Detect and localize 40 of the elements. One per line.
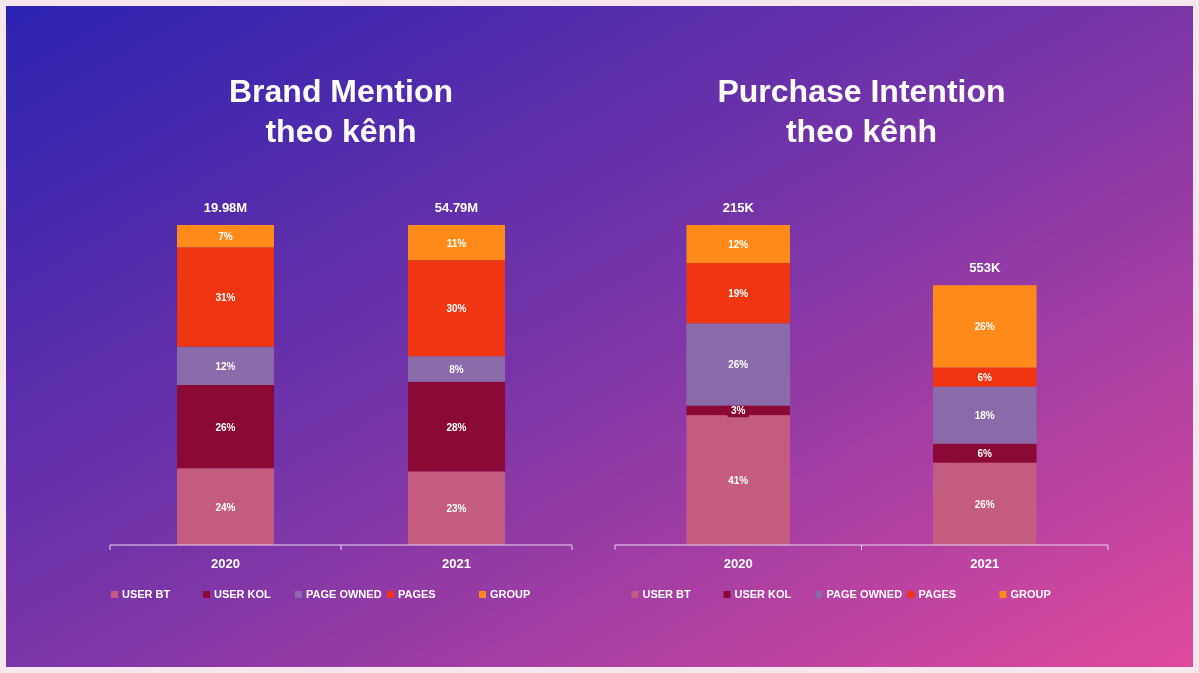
data-label: 12% [215, 360, 236, 372]
data-label: 12% [728, 239, 749, 251]
legend-label: GROUP [490, 588, 531, 600]
x-tick-label: 2021 [970, 556, 1000, 571]
annotation: 19.98M [203, 200, 248, 215]
data-label: 18% [974, 410, 995, 422]
x-tick-label: 2021 [442, 556, 471, 571]
x-tick-label: 2020 [723, 556, 753, 571]
data-label: 26% [974, 498, 995, 510]
data-label: 19% [728, 288, 749, 300]
data-label: 41% [728, 475, 749, 487]
chart-title: Brand Mention theo kênh [229, 73, 453, 149]
data-label: 31% [215, 292, 236, 303]
data-label: 23% [446, 503, 467, 515]
legend-label: PAGE OWNED [306, 588, 382, 600]
legend-label: PAGES [918, 588, 957, 600]
legend-label: USER KOL [214, 588, 272, 600]
legend-label: USER BT [642, 588, 692, 600]
legend-label: GROUP [1010, 588, 1051, 600]
data-label: 30% [446, 303, 467, 315]
annotation: 553K [969, 260, 1001, 276]
data-label: 6% [977, 372, 993, 384]
annotation: 215K [722, 200, 755, 215]
x-tick-label: 2020 [211, 556, 240, 571]
legend-label: PAGES [398, 588, 436, 600]
data-label: 6% [977, 448, 993, 460]
data-label: 26% [974, 321, 995, 333]
legend-label: PAGE OWNED [826, 588, 903, 600]
data-label: 8% [449, 364, 464, 375]
data-label: 26% [215, 421, 236, 433]
chart-title: Purchase Intention theo kênh [717, 73, 1006, 149]
legend-label: USER BT [122, 588, 171, 600]
data-label: 28% [446, 421, 467, 433]
data-label: 11% [446, 237, 467, 249]
legend-label: USER KOL [734, 588, 792, 600]
data-label: 24% [215, 501, 236, 513]
data-label: 3% [731, 405, 746, 417]
annotation: 54.79M [434, 200, 479, 215]
data-label: 26% [728, 359, 749, 371]
data-label: 7% [218, 231, 233, 243]
